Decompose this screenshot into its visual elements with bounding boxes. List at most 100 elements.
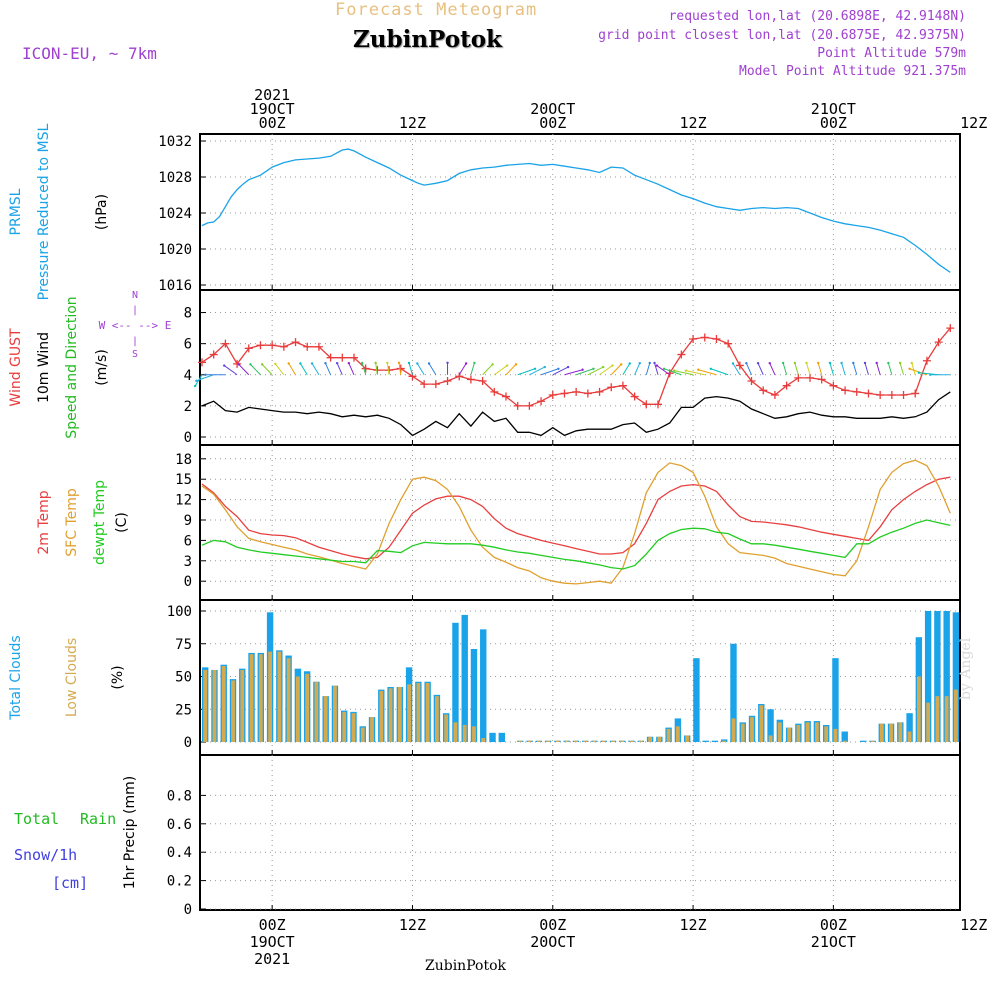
total-cloud-bar bbox=[943, 611, 950, 742]
wind-arrow bbox=[494, 365, 508, 376]
total-cloud-bar bbox=[461, 614, 468, 742]
wind-arrow-head bbox=[533, 367, 537, 370]
y-tick-label: 1024 bbox=[158, 206, 192, 222]
wind-arrow bbox=[794, 362, 799, 375]
low-cloud-bar bbox=[685, 735, 690, 742]
wind-arrow-head bbox=[620, 363, 623, 366]
gust-marker bbox=[852, 387, 861, 396]
low-cloud-bar bbox=[777, 722, 782, 742]
x-bottom-label: 12Z bbox=[680, 916, 707, 934]
gust-marker bbox=[887, 391, 896, 399]
gust-marker bbox=[221, 339, 230, 348]
axis-label: (hPa) bbox=[94, 194, 110, 230]
total-cloud-bar bbox=[498, 732, 505, 742]
low-cloud-bar bbox=[249, 654, 254, 742]
y-tick-label: 1028 bbox=[158, 170, 192, 186]
gust-marker bbox=[560, 389, 569, 398]
low-cloud-bar bbox=[388, 688, 393, 742]
axis-label: (%) bbox=[110, 665, 126, 689]
low-cloud-bar bbox=[731, 718, 736, 742]
total-cloud-bar bbox=[832, 658, 839, 742]
low-cloud-bar bbox=[240, 669, 245, 742]
wind-arrow-head bbox=[697, 368, 700, 371]
gust-marker bbox=[279, 342, 288, 351]
wind-arrow-head bbox=[768, 361, 771, 365]
gust-marker bbox=[712, 335, 721, 343]
x-top-label: 00Z bbox=[539, 114, 566, 132]
low-cloud-bar bbox=[351, 713, 356, 742]
gust-marker bbox=[794, 373, 803, 382]
total-cloud-bar bbox=[702, 740, 709, 742]
low-cloud-bar bbox=[889, 723, 893, 742]
y-tick-label: 2 bbox=[184, 399, 192, 415]
gust-marker bbox=[455, 372, 464, 381]
wind-arrow bbox=[288, 363, 296, 376]
x-top-label: 2021 bbox=[254, 86, 290, 104]
wind-arrow bbox=[348, 362, 355, 375]
total-cloud-bar bbox=[952, 612, 960, 742]
gust-marker bbox=[443, 377, 452, 385]
wind-arrow-head bbox=[223, 364, 226, 367]
wind-arrow-head bbox=[446, 361, 449, 364]
low-cloud-bar bbox=[944, 696, 949, 742]
wind-arrow-head bbox=[335, 361, 339, 365]
x-bottom-label: 00Z bbox=[539, 916, 566, 934]
wind-arrow bbox=[261, 364, 273, 376]
y-tick-label: 15 bbox=[175, 472, 192, 488]
wind-arrow bbox=[656, 365, 670, 376]
axis-label: Pressure Reduced to MSL bbox=[36, 123, 52, 300]
wind-arrow-head bbox=[910, 361, 913, 365]
low-cloud-bar bbox=[842, 740, 847, 742]
series-wind10m bbox=[201, 391, 951, 437]
wind-arrow-head bbox=[655, 364, 659, 367]
wind-arrow bbox=[876, 362, 881, 375]
total-cloud-bar bbox=[730, 643, 737, 742]
header-title: Forecast Meteogram bbox=[335, 0, 538, 20]
y-tick-label: 9 bbox=[184, 513, 192, 529]
wind-arrow bbox=[223, 365, 238, 376]
wind-arrow-head bbox=[709, 367, 713, 370]
wind-arrow-head bbox=[287, 362, 290, 365]
low-cloud-bar bbox=[379, 690, 384, 742]
wind-arrow bbox=[299, 363, 308, 376]
low-cloud-bar bbox=[314, 681, 319, 742]
low-cloud-bar bbox=[407, 684, 412, 742]
gust-marker bbox=[583, 389, 592, 398]
wind-arrow-head bbox=[840, 361, 843, 365]
gust-marker bbox=[326, 353, 335, 362]
location-title: ZubinPotok bbox=[353, 26, 502, 53]
wind-arrow-head bbox=[324, 361, 327, 365]
wind-arrow-head bbox=[566, 365, 570, 369]
compass-bar: | bbox=[132, 336, 138, 347]
axis-label: SFC Temp bbox=[64, 488, 80, 557]
compass-n: N bbox=[132, 290, 138, 301]
low-cloud-bar bbox=[212, 669, 217, 742]
gust-marker bbox=[209, 350, 218, 359]
total-cloud-bar bbox=[480, 629, 487, 742]
low-cloud-bar bbox=[462, 724, 467, 742]
low-cloud-bar bbox=[258, 654, 263, 742]
gust-marker bbox=[513, 401, 522, 410]
x-top-label: 19OCT bbox=[250, 100, 295, 118]
gust-marker bbox=[630, 392, 639, 401]
low-cloud-bar bbox=[472, 726, 476, 742]
low-cloud-bar bbox=[527, 740, 532, 742]
wind-arrow-head bbox=[260, 363, 264, 366]
wind-arrow bbox=[540, 368, 559, 376]
series-t2m bbox=[201, 476, 951, 560]
gust-marker bbox=[829, 381, 838, 390]
low-cloud-bar bbox=[620, 740, 625, 742]
wind-arrow-head bbox=[793, 361, 797, 365]
low-cloud-bar bbox=[555, 740, 560, 742]
total-cloud-bar bbox=[711, 740, 719, 742]
gust-marker bbox=[689, 335, 698, 343]
wind-arrow-head bbox=[852, 361, 855, 365]
legend-snow-unit: [cm] bbox=[52, 874, 88, 892]
total-cloud-bar bbox=[693, 658, 700, 742]
wind-arrow-head bbox=[374, 361, 377, 365]
low-cloud-bar bbox=[323, 696, 328, 742]
total-cloud-bar bbox=[841, 731, 848, 742]
axis-label: Low Clouds bbox=[64, 638, 80, 717]
model-altitude: Model Point Altitude 921.375m bbox=[739, 64, 966, 79]
wind-arrow-head bbox=[917, 371, 921, 374]
